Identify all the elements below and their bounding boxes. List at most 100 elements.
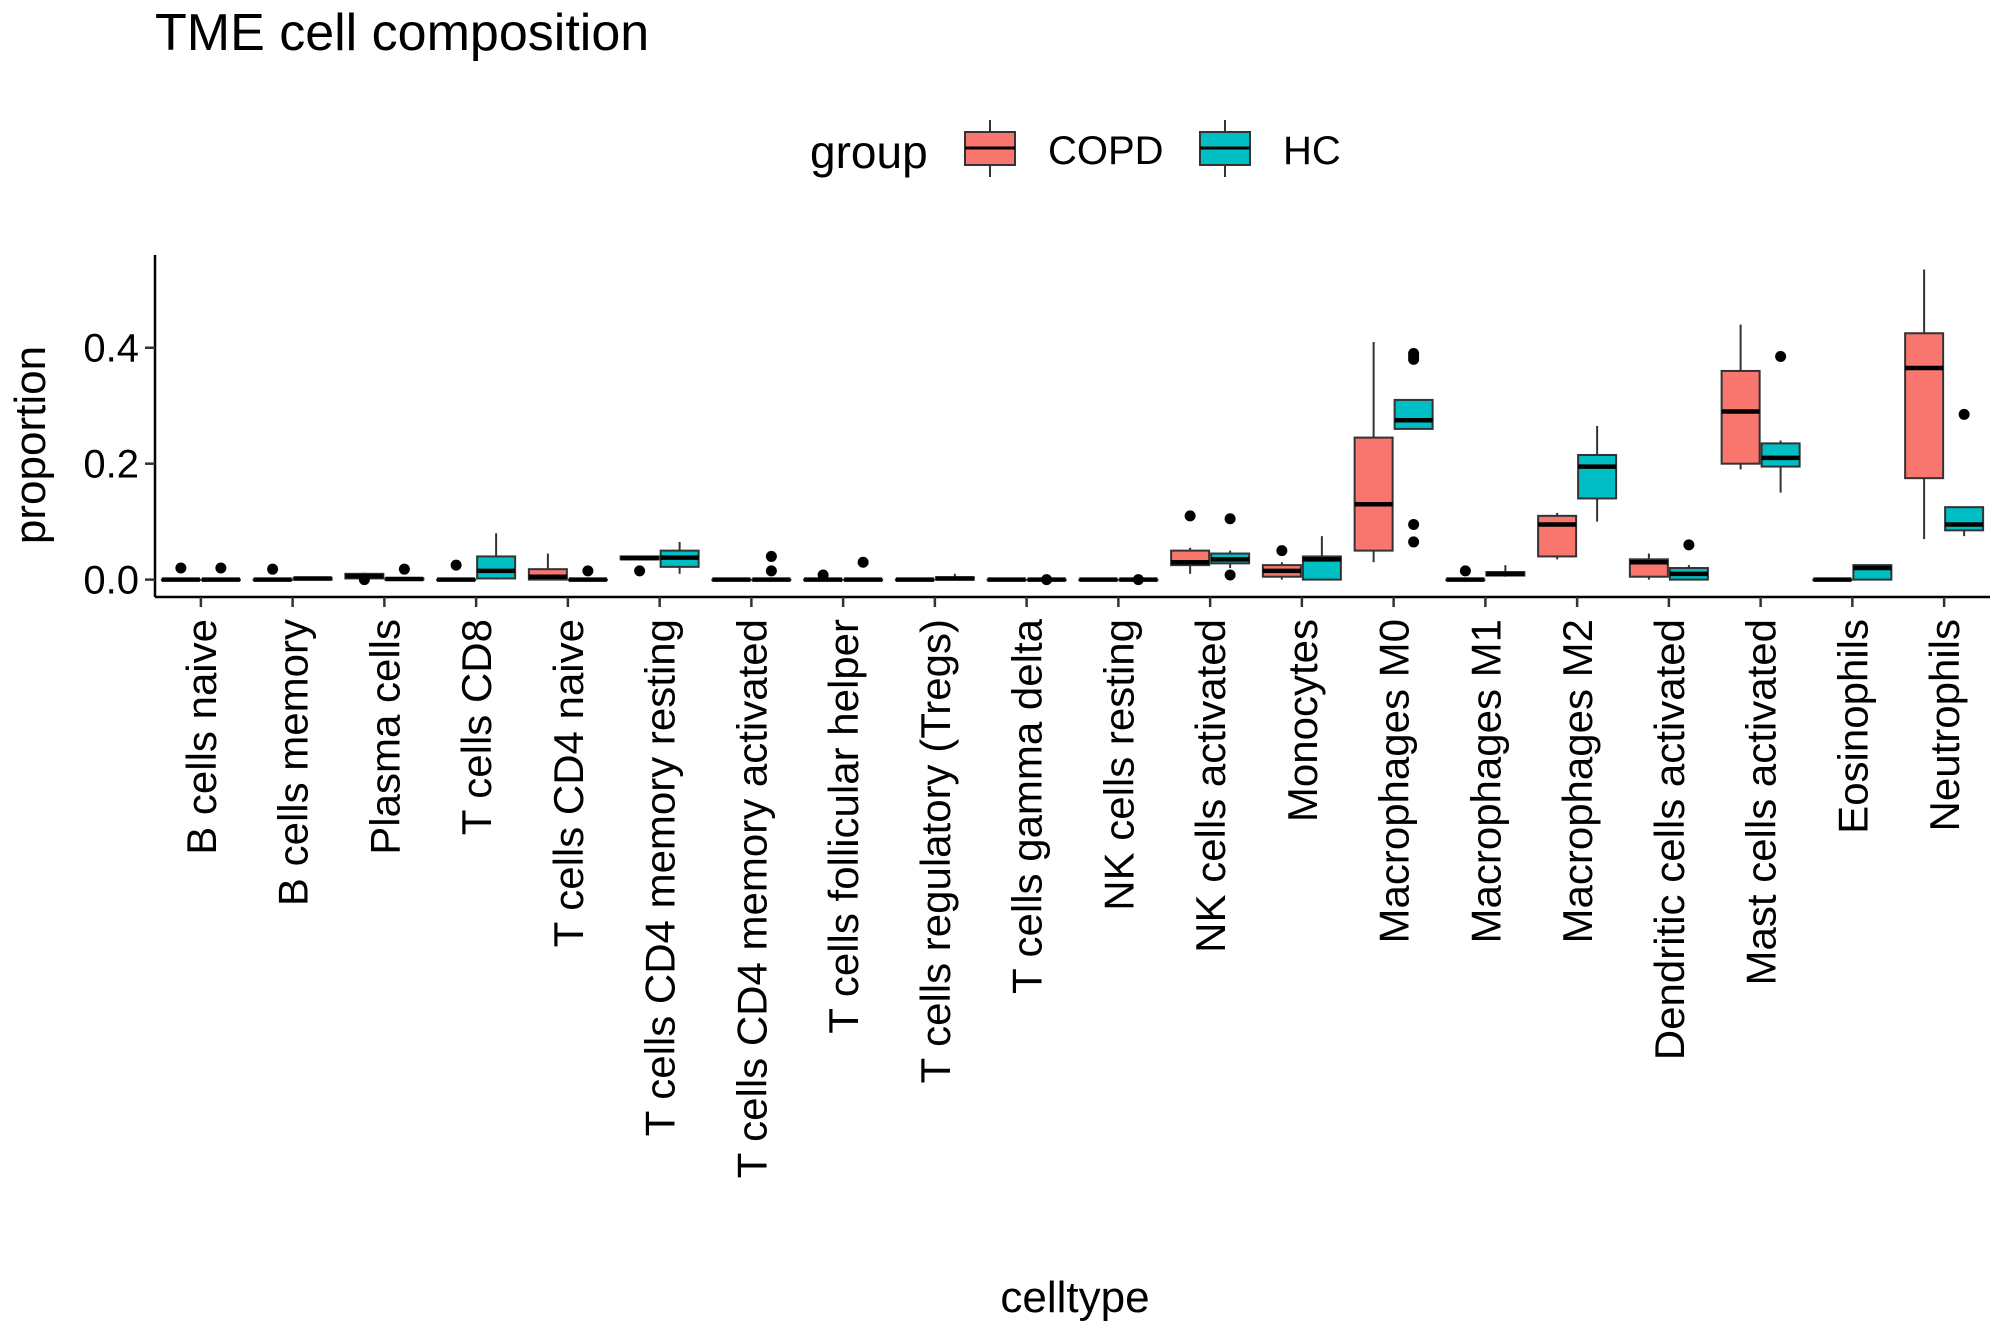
box-copd: [1537, 512, 1578, 560]
x-tick-label: Macrophages M0: [1371, 619, 1418, 944]
outlier-point: [765, 550, 777, 562]
box-hc: [843, 556, 884, 582]
outlier-point: [857, 556, 869, 568]
box-copd: [436, 559, 477, 582]
box-body: [1393, 398, 1434, 430]
box-hc: [751, 550, 792, 582]
x-tick-label: Monocytes: [1279, 619, 1326, 822]
box-hc: [1668, 539, 1709, 581]
box-copd: [894, 577, 935, 582]
outlier-point: [1683, 539, 1695, 551]
outlier-point: [1224, 513, 1236, 525]
box-copd: [711, 577, 752, 582]
box-copd: [1628, 553, 1669, 580]
box-copd: [1353, 341, 1394, 563]
x-tick-label: T cells CD8: [453, 619, 500, 835]
x-tick-label: B cells naive: [178, 619, 225, 855]
outlier-point: [358, 574, 370, 586]
box-hc: [1210, 513, 1251, 581]
x-tick-label: NK cells activated: [1187, 619, 1234, 953]
legend-item-hc: HC: [1199, 120, 1341, 177]
outlier-point: [1224, 569, 1236, 581]
x-tick-label: NK cells resting: [1095, 619, 1142, 911]
outlier-point: [1408, 519, 1420, 531]
outlier-point: [398, 563, 410, 575]
box-copd: [1170, 510, 1211, 574]
box-copd: [986, 577, 1027, 582]
x-tick-label: T cells gamma delta: [1004, 618, 1051, 994]
y-axis-title: proportion: [6, 346, 55, 544]
box-body: [476, 555, 517, 580]
x-tick-label: T cells follicular helper: [820, 619, 867, 1034]
legend-label-hc: HC: [1283, 129, 1341, 173]
box-hc: [1760, 350, 1801, 493]
legend: group COPD HC: [810, 120, 1341, 178]
box-body: [1301, 555, 1342, 581]
plot-area: 0.0 0.2 0.4 B cells naive B cells memory Plas…: [83, 255, 1990, 1178]
box-body: [1537, 514, 1578, 558]
x-tick-label: T cells regulatory (Tregs): [912, 619, 959, 1083]
outlier-point: [215, 562, 227, 574]
box-body: [1944, 506, 1985, 532]
x-tick-label: Eosinophils: [1829, 619, 1876, 834]
box-hc: [1577, 426, 1618, 522]
box-hc: [1118, 574, 1159, 586]
x-tick-label: T cells CD4 memory activated: [728, 619, 775, 1178]
box-copd: [1812, 577, 1853, 582]
box-hc: [934, 573, 975, 581]
box-copd: [1078, 577, 1119, 582]
outlier-point: [1408, 536, 1420, 548]
box-body: [527, 568, 568, 581]
outlier-point: [1041, 574, 1053, 586]
outlier-point: [1775, 350, 1787, 362]
box-copd: [1445, 565, 1486, 582]
outlier-point: [1276, 545, 1288, 557]
outlier-point: [634, 565, 646, 577]
box-copd: [160, 562, 201, 582]
y-tick-label: 0.2: [83, 443, 139, 487]
outlier-point: [765, 565, 777, 577]
box-hc: [1301, 536, 1342, 581]
outlier-point: [175, 562, 187, 574]
outlier-point: [1459, 565, 1471, 577]
box-hc: [200, 562, 241, 582]
box-hc: [1852, 564, 1893, 581]
x-tick-label: Mast cells activated: [1738, 619, 1785, 985]
box-body: [1760, 442, 1801, 468]
outlier-point: [267, 563, 279, 575]
x-tick-label: Dendritic cells activated: [1646, 619, 1693, 1060]
x-axis-title: celltype: [1000, 1273, 1149, 1322]
y-tick-label: 0.0: [83, 559, 139, 603]
x-tick-label: Plasma cells: [361, 619, 408, 855]
outlier-point: [1132, 574, 1144, 586]
outlier-point: [1408, 353, 1420, 365]
outlier-point: [817, 569, 829, 581]
box-body: [1904, 332, 1945, 480]
box-copd: [1904, 269, 1945, 540]
box-hc: [384, 563, 425, 582]
box-copd: [1261, 545, 1302, 580]
chart-title: TME cell composition: [155, 4, 649, 62]
box-hc: [567, 565, 608, 582]
box-hc: [659, 541, 700, 574]
box-hc: [1485, 565, 1526, 577]
box-body: [1577, 453, 1618, 500]
box-hc: [1393, 348, 1434, 548]
x-tick-label: B cells memory: [270, 619, 317, 906]
box-copd: [344, 572, 385, 586]
x-tick-label: T cells CD4 memory resting: [637, 619, 684, 1136]
x-tick-label: Neutrophils: [1921, 619, 1968, 831]
legend-title: group: [810, 126, 928, 178]
box-copd: [252, 563, 293, 582]
x-tick-label: Macrophages M2: [1554, 619, 1601, 944]
outlier-point: [1958, 408, 1970, 420]
legend-item-copd: COPD: [964, 120, 1164, 177]
legend-label-copd: COPD: [1048, 129, 1164, 173]
box-copd: [803, 569, 844, 582]
outlier-point: [450, 559, 462, 571]
box-body: [1353, 436, 1394, 552]
box-hc: [1944, 408, 1985, 537]
box-copd: [527, 553, 568, 581]
outlier-point: [582, 565, 594, 577]
